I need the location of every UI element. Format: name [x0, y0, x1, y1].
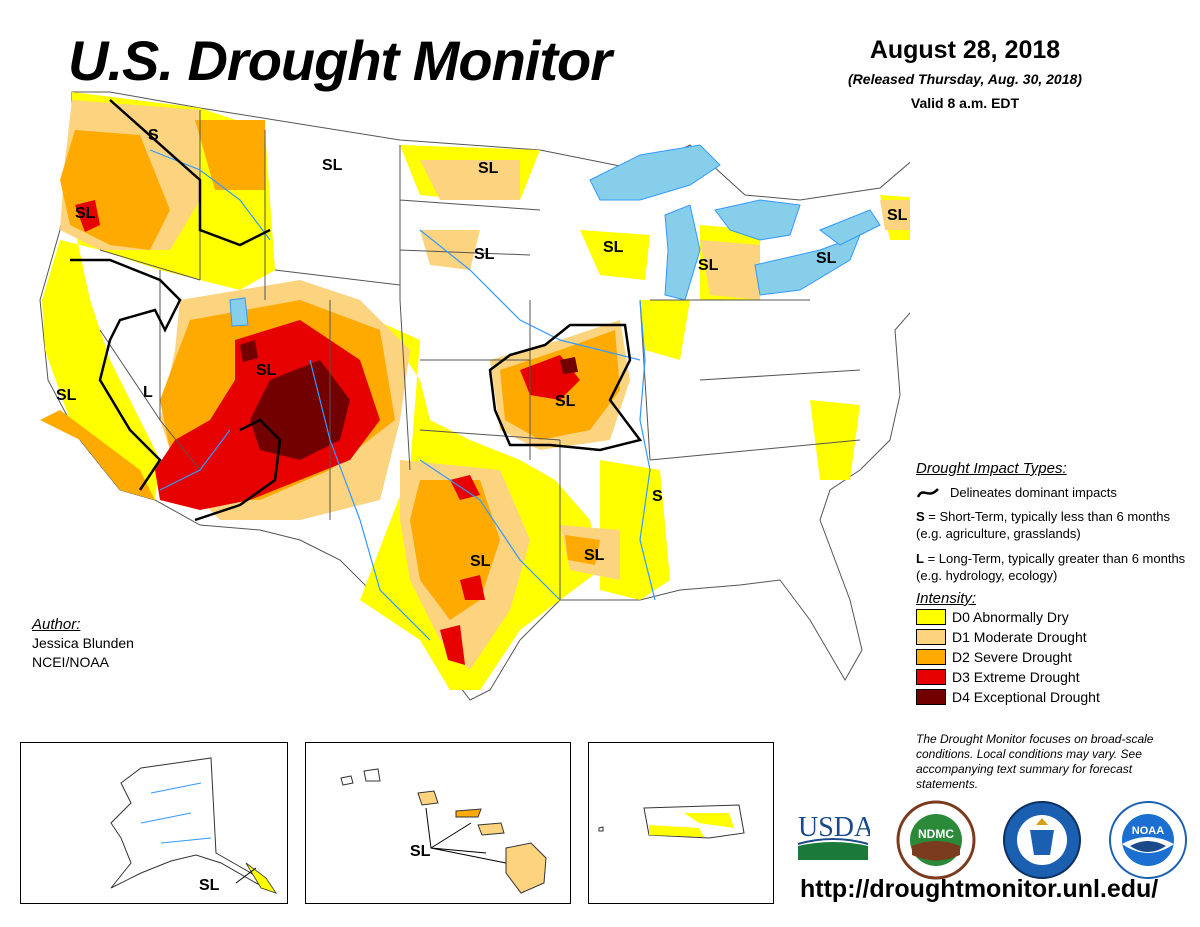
usda-logo: USDA [796, 808, 875, 860]
puerto-rico-inset [588, 742, 774, 904]
ndmc-text: NDMC [918, 827, 954, 841]
hawaii-inset: SL [305, 742, 571, 904]
map-label: SL [887, 207, 908, 224]
conus-drought-map: S SL SL SL SL SL SL SL SL SL SL L SL S S… [39, 91, 910, 701]
delineation-text: Delineates dominant impacts [950, 485, 1117, 500]
long-term-text: = Long-Term, typically greater than 6 mo… [916, 551, 1186, 583]
d3-label: D3 Extreme Drought [952, 669, 1080, 685]
intensity-heading: Intensity: [916, 590, 977, 607]
map-title: U.S. Drought Monitor [68, 29, 612, 92]
legend: Drought Impact Types: Delineates dominan… [916, 460, 1198, 707]
d2-swatch [916, 649, 946, 665]
ndmc-logo: NDMC [896, 800, 976, 880]
d3-swatch [916, 669, 946, 685]
map-label: SL [816, 250, 837, 267]
noaa-logo: NOAA [1108, 800, 1188, 880]
d1-swatch [916, 629, 946, 645]
map-label: S [148, 127, 159, 144]
map-label: SL [603, 239, 624, 256]
rivers [149, 149, 656, 641]
short-term-text: = Short-Term, typically less than 6 mont… [916, 509, 1170, 541]
map-label: L [143, 384, 153, 401]
intensity-d2: D2 Severe Drought [916, 647, 1198, 667]
map-label: SL [75, 205, 96, 222]
alaska-label: SL [199, 877, 220, 894]
long-term-legend: L = Long-Term, typically greater than 6 … [916, 550, 1198, 584]
intensity-d3: D3 Extreme Drought [916, 667, 1198, 687]
valid-time: Valid 8 a.m. EDT [910, 95, 1020, 111]
map-label: SL [470, 553, 491, 570]
map-label: S [652, 488, 663, 505]
short-term-legend: S = Short-Term, typically less than 6 mo… [916, 508, 1198, 542]
delineation-line-icon [916, 487, 939, 498]
long-term-code: L [916, 551, 924, 566]
d0-label: D0 Abnormally Dry [952, 609, 1069, 625]
hawaii-map: SL [340, 768, 547, 894]
d4-swatch [916, 689, 946, 705]
intensity-d1: D1 Moderate Drought [916, 627, 1198, 647]
noaa-text: NOAA [1132, 825, 1164, 837]
map-label: SL [474, 246, 495, 263]
map-label: SL [56, 387, 77, 404]
author-heading: Author: [32, 616, 81, 633]
map-label: SL [322, 157, 343, 174]
delineation-legend: Delineates dominant impacts [916, 485, 1198, 500]
author-block: Author: Jessica Blunden NCEI/NOAA [32, 615, 134, 672]
intensity-d0: D0 Abnormally Dry [916, 607, 1198, 627]
commerce-logo [1002, 800, 1082, 880]
map-label: SL [256, 362, 277, 379]
map-date: August 28, 2018 [869, 36, 1061, 64]
great-lakes [229, 144, 881, 327]
map-label: SL [698, 257, 719, 274]
puerto-rico-map [598, 804, 745, 839]
usda-text: USDA [798, 812, 870, 843]
short-term-code: S [916, 509, 925, 524]
d2-label: D2 Severe Drought [952, 649, 1072, 665]
map-label: SL [555, 393, 576, 410]
impact-types-heading: Drought Impact Types: [916, 460, 1067, 477]
d0-swatch [916, 609, 946, 625]
release-date: (Released Thursday, Aug. 30, 2018) [848, 71, 1082, 87]
map-label: SL [584, 547, 605, 564]
d4-label: D4 Exceptional Drought [952, 689, 1100, 705]
date-block: August 28, 2018 (Released Thursday, Aug.… [800, 36, 1130, 111]
author-name: Jessica Blunden [32, 635, 134, 651]
website-url[interactable]: http://droughtmonitor.unl.edu/ [800, 875, 1159, 903]
d1-label: D1 Moderate Drought [952, 629, 1087, 645]
alaska-inset: SL [20, 742, 288, 904]
alaska-map: SL [110, 757, 277, 894]
map-label: SL [478, 160, 499, 177]
disclaimer-note: The Drought Monitor focuses on broad-sca… [916, 732, 1154, 791]
author-org: NCEI/NOAA [32, 654, 110, 670]
impact-lines [70, 99, 643, 522]
intensity-d4: D4 Exceptional Drought [916, 687, 1198, 707]
hawaii-label: SL [410, 843, 431, 860]
